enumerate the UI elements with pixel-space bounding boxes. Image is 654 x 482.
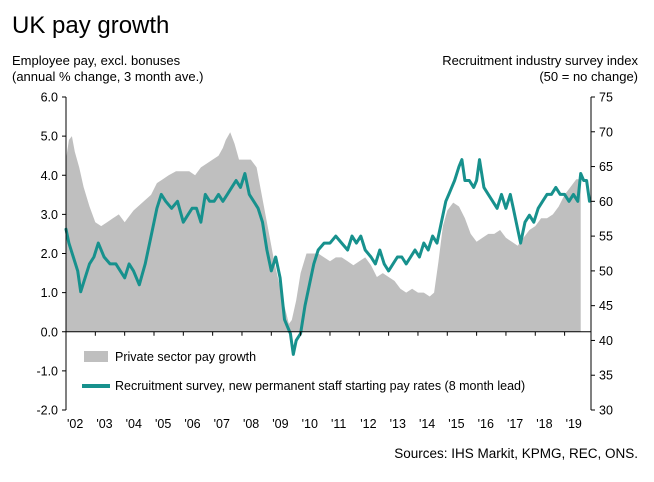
x-tick-label: '09 [272, 417, 288, 431]
right-tick-label: 30 [599, 404, 613, 418]
axes: 6.0 5.0 4.0 3.0 2.0 1.0 0.0 -1.0 -2.0 75 70 65 60 55 5… [36, 91, 612, 432]
left-tick-label: 2.0 [41, 247, 58, 261]
x-tick-label: '15 [448, 417, 464, 431]
right-axis-title-line2: (50 = no change) [539, 69, 638, 84]
right-tick-label: 55 [599, 230, 613, 244]
left-tick-label: 3.0 [41, 208, 58, 222]
x-tick-label: '13 [390, 417, 406, 431]
right-tick-label: 65 [599, 160, 613, 174]
series-private-sector-pay-growth [66, 132, 581, 332]
left-tick-label: -1.0 [36, 364, 58, 378]
x-tick-label: '14 [419, 417, 435, 431]
source-note: Sources: IHS Markit, KPMG, REC, ONS. [394, 446, 638, 461]
right-axis-title-line1: Recruitment industry survey index [442, 53, 638, 68]
right-tick-label: 40 [599, 334, 613, 348]
right-tick-label: 50 [599, 264, 613, 278]
x-tick-label: '07 [214, 417, 230, 431]
x-tick-label: '02 [67, 417, 83, 431]
legend: Private sector pay growth Recruitment su… [82, 350, 525, 393]
right-tick-label: 75 [599, 91, 613, 105]
plot-area [64, 132, 591, 356]
x-tick-label: '10 [302, 417, 318, 431]
legend-label-recruitment-survey: Recruitment survey, new permanent staff … [115, 379, 525, 393]
left-tick-label: 0.0 [41, 325, 58, 339]
right-tick-label: 35 [599, 369, 613, 383]
chart-title: UK pay growth [12, 12, 169, 39]
series-recruitment-survey-line [64, 158, 591, 356]
x-tick-label: '05 [155, 417, 171, 431]
x-tick-label: '18 [536, 417, 552, 431]
x-tick-label: '08 [243, 417, 259, 431]
right-tick-label: 60 [599, 195, 613, 209]
left-tick-label: 1.0 [41, 286, 58, 300]
x-tick-label: '12 [360, 417, 376, 431]
x-tick-label: '16 [478, 417, 494, 431]
left-tick-label: 4.0 [41, 169, 58, 183]
legend-swatch-pay-growth [84, 351, 108, 362]
left-tick-label: -2.0 [36, 404, 58, 418]
left-tick-label: 5.0 [41, 130, 58, 144]
left-axis-title-line2: (annual % change, 3 month ave.) [12, 69, 204, 84]
x-tick-label: '03 [96, 417, 112, 431]
x-tick-label: '04 [126, 417, 142, 431]
x-tick-label: '06 [184, 417, 200, 431]
x-tick-label: '17 [507, 417, 523, 431]
legend-label-pay-growth: Private sector pay growth [115, 350, 256, 364]
right-tick-label: 45 [599, 299, 613, 313]
x-tick-label: '19 [566, 417, 582, 431]
right-tick-label: 70 [599, 125, 613, 139]
x-tick-label: '11 [331, 417, 346, 431]
left-tick-label: 6.0 [41, 91, 58, 105]
left-axis-title-line1: Employee pay, excl. bonuses [12, 53, 181, 68]
